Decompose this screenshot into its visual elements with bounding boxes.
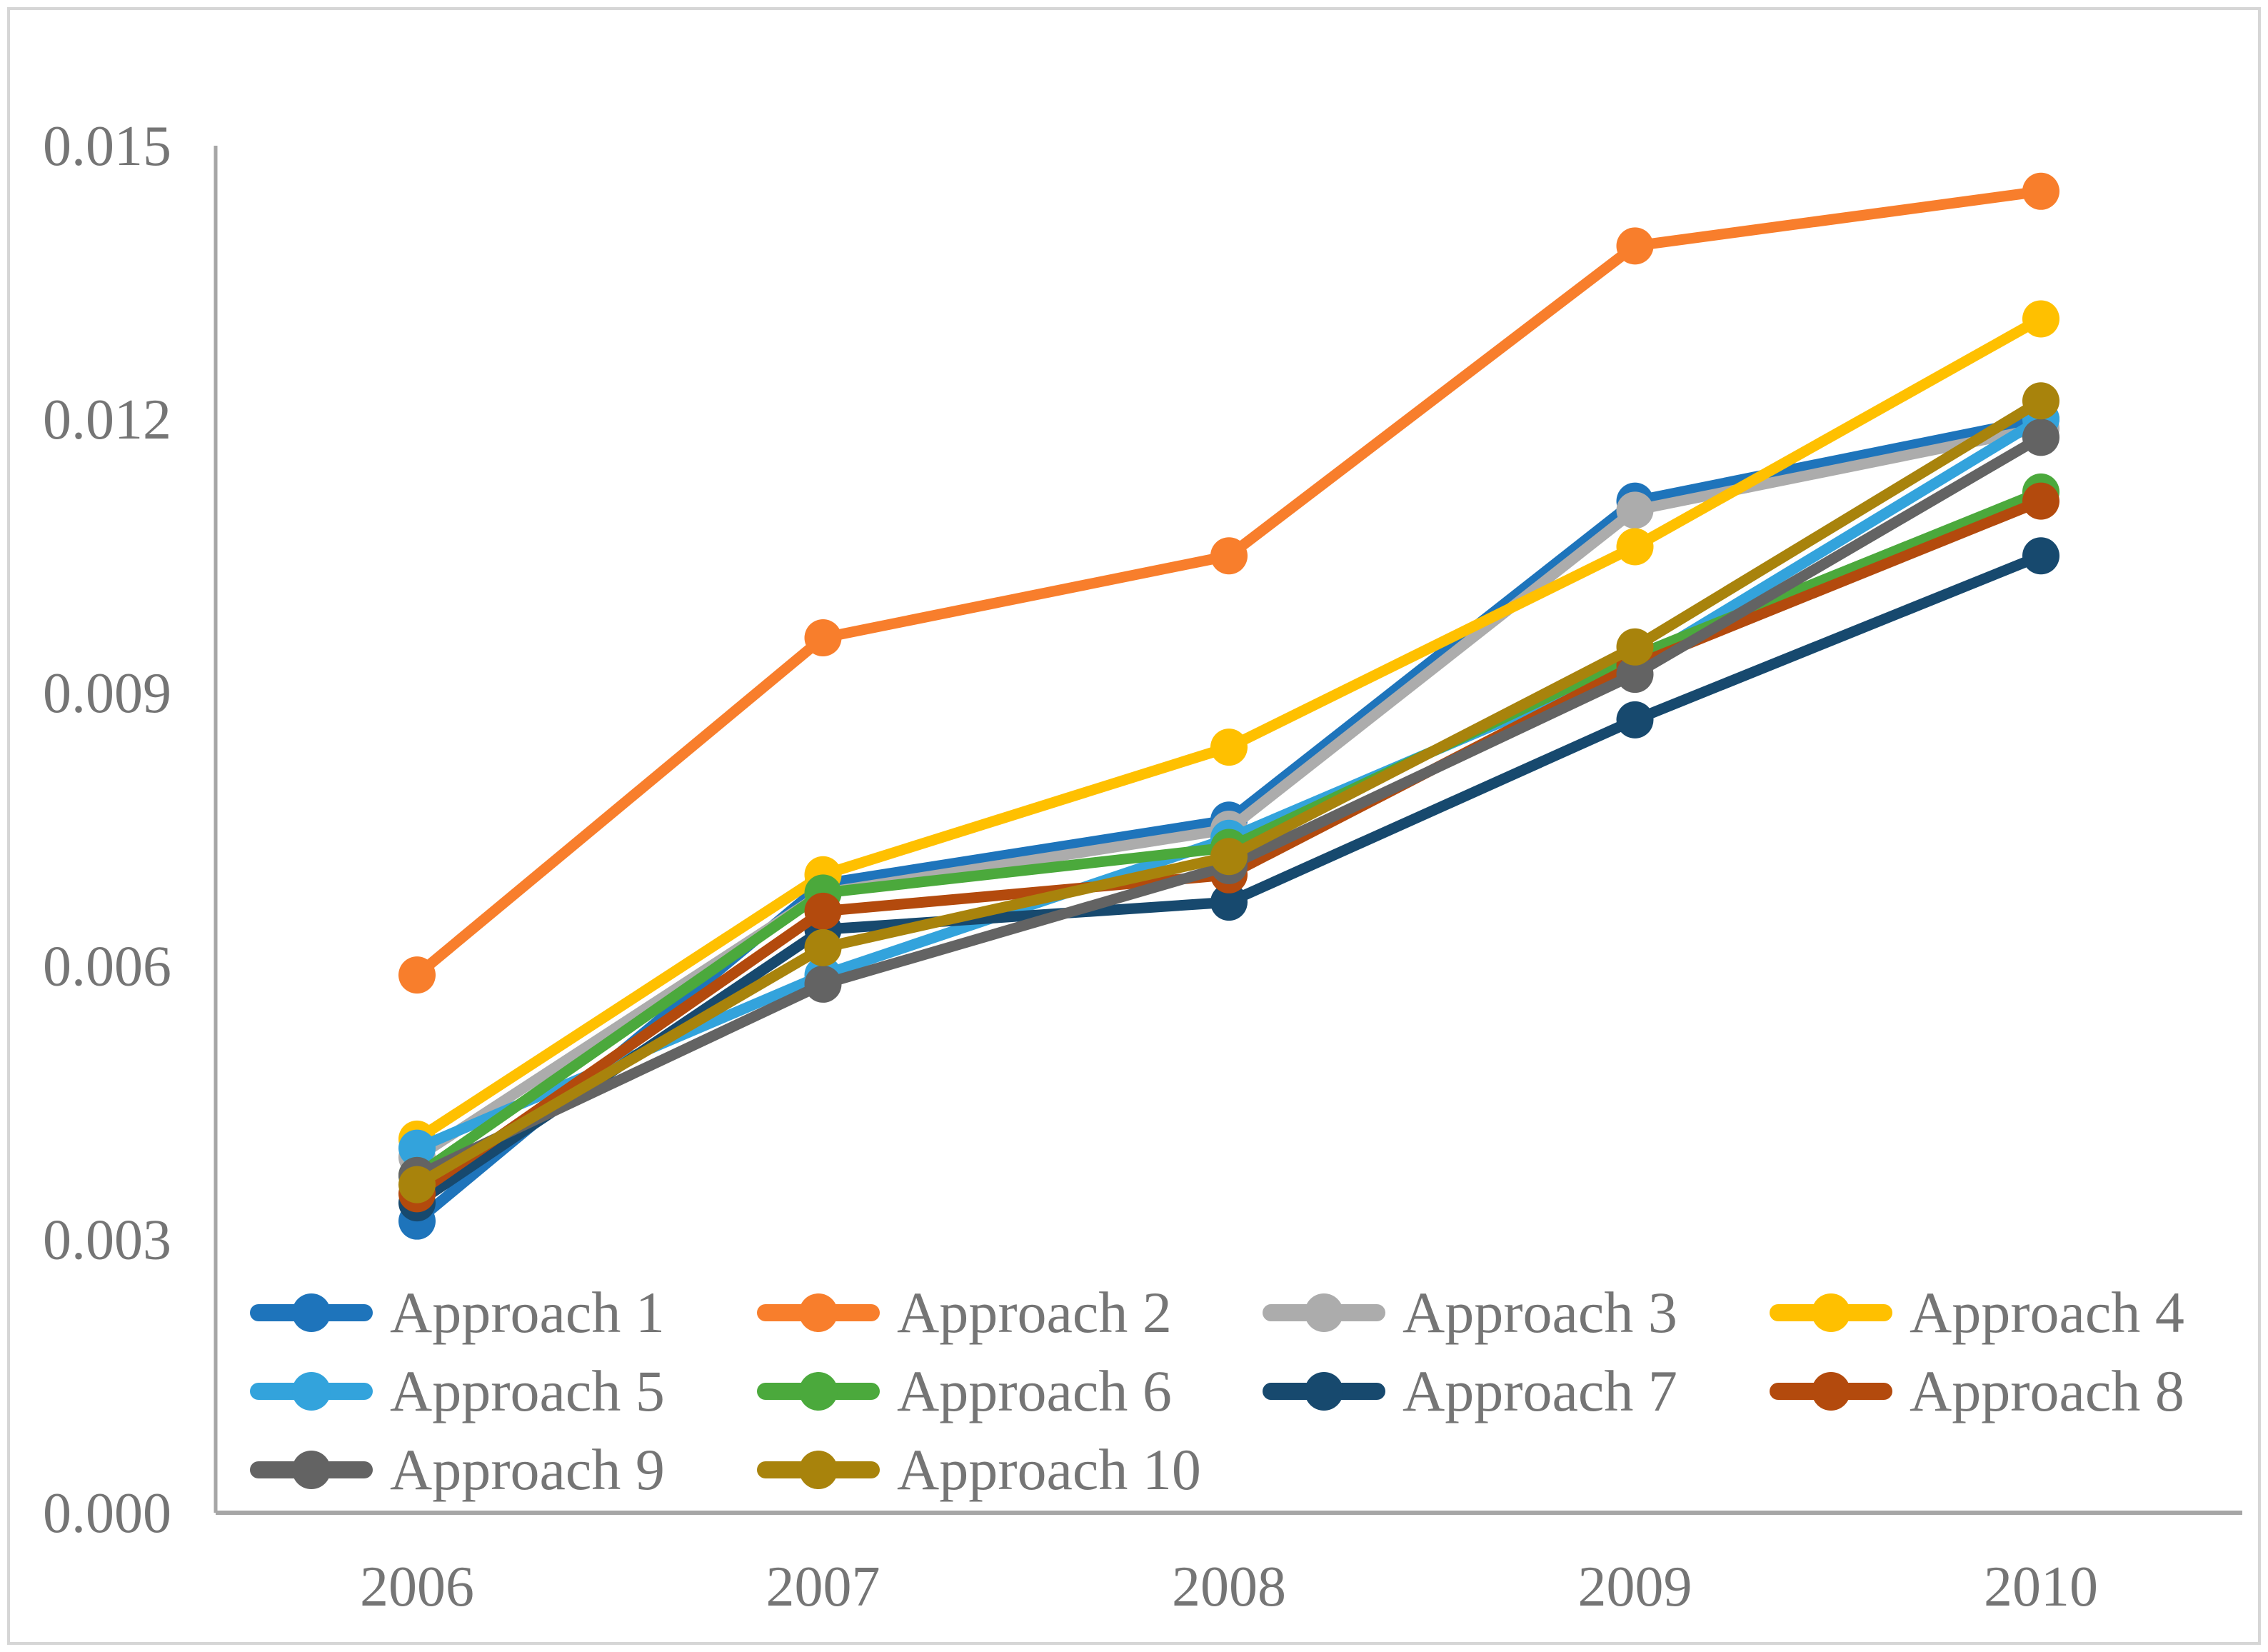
data-point-marker (398, 1166, 436, 1203)
x-axis-tick-label: 2006 (360, 1556, 474, 1618)
legend-item-label: Approach 9 (390, 1437, 665, 1502)
legend-item-approach-8: Approach 8 (1770, 1358, 2184, 1423)
legend-item-label: Approach 10 (897, 1437, 1201, 1502)
legend-item-approach-4: Approach 4 (1770, 1280, 2184, 1345)
data-point-marker (804, 619, 842, 657)
series-line (411, 395, 2047, 1191)
legend-item-label: Approach 2 (897, 1280, 1172, 1345)
x-axis-tick-label: 2007 (766, 1556, 880, 1618)
data-point-marker (1616, 701, 1654, 739)
y-axis-tick-label: 0.000 (43, 1482, 171, 1545)
legend-item-label: Approach 4 (1910, 1280, 2184, 1345)
x-axis-tick-label: 2008 (1172, 1556, 1286, 1618)
data-point-marker (804, 928, 842, 966)
legend-item-approach-7: Approach 7 (1263, 1358, 1677, 1423)
data-point-marker (2022, 382, 2059, 420)
data-point-marker (398, 1129, 436, 1167)
data-point-marker (398, 956, 436, 994)
y-axis-tick-label: 0.012 (43, 389, 171, 451)
legend-item-approach-10: Approach 10 (757, 1437, 1201, 1502)
data-point-marker (1616, 491, 1654, 529)
data-point-marker (2022, 482, 2059, 520)
data-point-marker (2022, 172, 2059, 210)
legend-item-label: Approach 7 (1403, 1358, 1677, 1423)
legend-marker-swatch (799, 1293, 838, 1332)
series-approach-2 (398, 172, 2059, 994)
legend-item-approach-2: Approach 2 (757, 1280, 1172, 1345)
legend-marker-swatch (799, 1372, 838, 1411)
data-point-marker (1210, 537, 1248, 575)
data-point-marker (1210, 883, 1248, 921)
data-point-marker (2022, 419, 2059, 456)
legend-item-approach-1: Approach 1 (250, 1280, 665, 1345)
legend-item-label: Approach 6 (897, 1358, 1172, 1423)
chart-legend: Approach 1 Approach 2 Approach 3 Approach 4… (250, 1280, 2184, 1502)
data-point-marker (1616, 528, 1654, 566)
data-point-marker (1616, 628, 1654, 666)
legend-marker-swatch (1305, 1293, 1343, 1332)
data-point-marker (2022, 300, 2059, 338)
y-axis-tick-label: 0.006 (43, 936, 171, 998)
legend-marker-swatch (1812, 1293, 1850, 1332)
legend-marker-swatch (292, 1372, 331, 1411)
legend-item-approach-3: Approach 3 (1263, 1280, 1677, 1345)
legend-item-approach-9: Approach 9 (250, 1437, 665, 1502)
data-point-marker (1616, 227, 1654, 265)
legend-item-approach-5: Approach 5 (250, 1358, 665, 1423)
y-axis-tick-label: 0.015 (43, 115, 171, 178)
data-point-marker (1210, 838, 1248, 876)
data-point-marker (1616, 656, 1654, 694)
legend-marker-swatch (799, 1451, 838, 1489)
x-axis-tick-label: 2009 (1578, 1556, 1692, 1618)
data-point-marker (2022, 537, 2059, 575)
axes: 0.000 0.003 0.006 0.009 0.012 0.015 2006 2007 20… (43, 115, 2242, 1618)
series-approach-6 (398, 473, 2059, 1194)
legend-item-label: Approach 3 (1403, 1280, 1677, 1345)
legend-marker-swatch (1812, 1372, 1850, 1411)
legend-marker-swatch (292, 1451, 331, 1489)
legend-item-label: Approach 8 (1910, 1358, 2184, 1423)
data-point-marker (804, 965, 842, 1003)
legend-item-approach-6: Approach 6 (757, 1358, 1172, 1423)
legend-item-label: Approach 1 (390, 1280, 665, 1345)
x-axis-tick-label: 2010 (1984, 1556, 2098, 1618)
legend-item-label: Approach 5 (390, 1358, 665, 1423)
plot-series (398, 172, 2059, 1240)
data-point-marker (1210, 729, 1248, 766)
y-axis-tick-label: 0.003 (43, 1208, 171, 1271)
series-approach-10 (398, 382, 2059, 1203)
y-axis-tick-label: 0.009 (43, 662, 171, 725)
data-point-marker (804, 892, 842, 930)
legend-marker-swatch (292, 1293, 331, 1332)
legend-marker-swatch (1305, 1372, 1343, 1411)
